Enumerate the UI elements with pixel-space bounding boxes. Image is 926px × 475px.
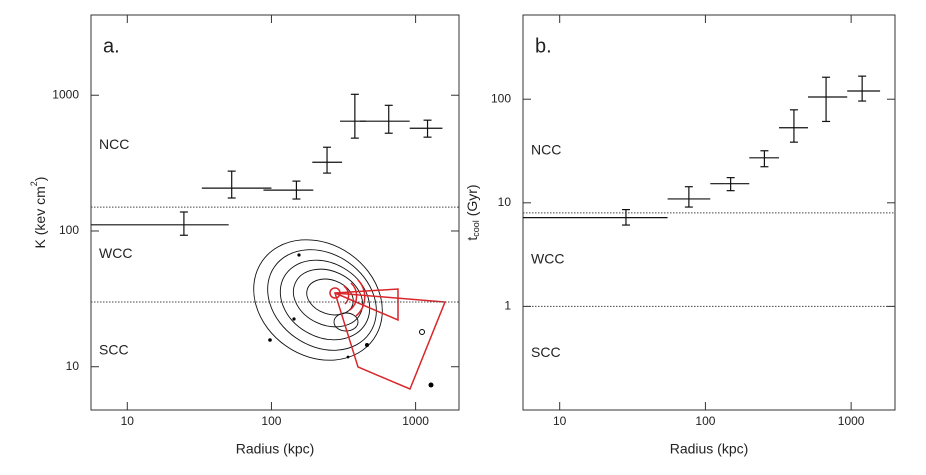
panel-label: a. bbox=[103, 35, 120, 57]
y-tick-label: 10 bbox=[498, 195, 512, 209]
source bbox=[292, 317, 296, 321]
y-axis-label: tcool (Gyr) bbox=[464, 184, 482, 240]
x-tick-label: 100 bbox=[261, 414, 281, 428]
region-label: NCC bbox=[531, 142, 561, 158]
y-label-main: K (kev cm bbox=[32, 186, 48, 248]
region-label: SCC bbox=[99, 342, 129, 358]
source bbox=[419, 329, 425, 335]
y-tick-label: 100 bbox=[59, 223, 79, 237]
x-tick-label: 1000 bbox=[838, 414, 865, 428]
contour bbox=[267, 249, 377, 351]
contour bbox=[306, 278, 354, 316]
y-tick-label: 1000 bbox=[52, 87, 79, 101]
sector bbox=[334, 288, 399, 322]
region-label: NCC bbox=[99, 136, 129, 152]
y-label-sub: cool bbox=[471, 220, 481, 237]
x-tick-label: 100 bbox=[695, 414, 715, 428]
contour bbox=[292, 268, 364, 328]
y-label-rest: ) bbox=[32, 177, 48, 182]
panel-label: b. bbox=[535, 35, 552, 57]
y-tick-label: 10 bbox=[66, 359, 80, 373]
y-label-sup: 2 bbox=[29, 181, 39, 186]
y-tick-label: 1 bbox=[504, 299, 511, 313]
source bbox=[268, 338, 272, 342]
region-label: SCC bbox=[531, 344, 561, 360]
center bbox=[329, 287, 341, 299]
region-label: WCC bbox=[99, 245, 132, 261]
x-tick-label: 10 bbox=[121, 414, 135, 428]
sector bbox=[333, 292, 447, 390]
plot-frame bbox=[90, 14, 460, 411]
y-label-main: t bbox=[464, 237, 480, 241]
x-tick-label: 10 bbox=[553, 414, 567, 428]
source bbox=[346, 355, 350, 359]
y-axis-label: K (kev cm2) bbox=[29, 177, 47, 249]
source bbox=[428, 382, 434, 388]
x-axis-label: Radius (kpc) bbox=[670, 441, 749, 457]
contour bbox=[279, 259, 371, 341]
contour bbox=[333, 312, 359, 332]
x-axis-label: Radius (kpc) bbox=[236, 441, 315, 457]
source bbox=[297, 253, 301, 257]
x-tick-label: 1000 bbox=[402, 414, 429, 428]
inset-contour-map bbox=[253, 239, 447, 390]
y-tick-label: 100 bbox=[491, 91, 511, 105]
source bbox=[365, 343, 369, 347]
arc bbox=[343, 279, 366, 317]
region-label: WCC bbox=[531, 250, 564, 266]
y-label-rest: (Gyr) bbox=[464, 184, 480, 220]
contour bbox=[253, 239, 383, 361]
